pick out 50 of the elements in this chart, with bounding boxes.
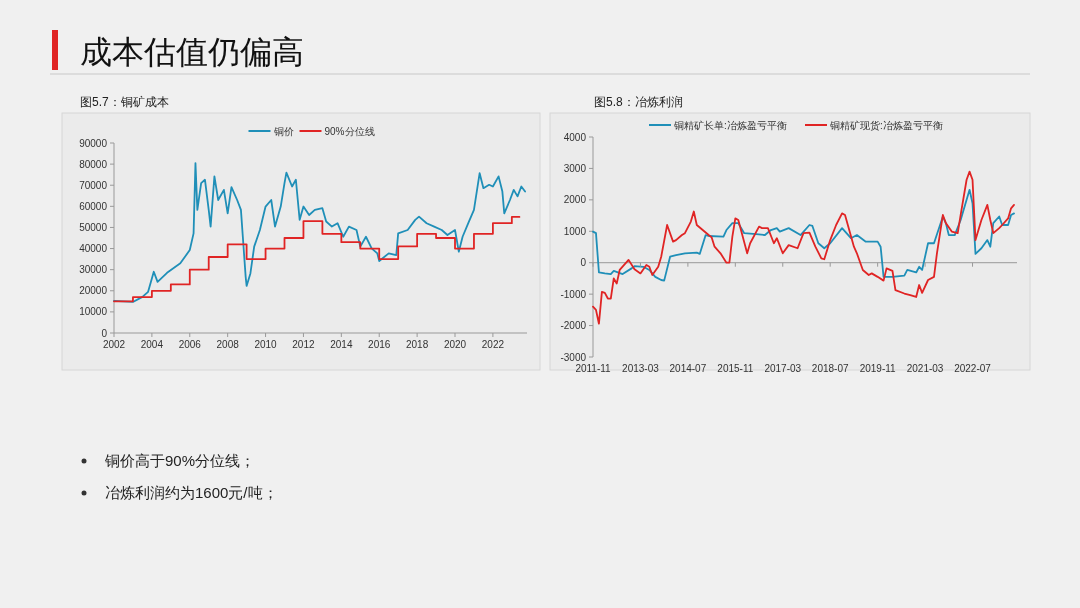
y-tick-label: 1000 <box>563 225 587 237</box>
y-tick-label: 0 <box>101 327 108 339</box>
x-tick-label: 2006 <box>178 339 202 350</box>
chart-title: 图5.7：铜矿成本 <box>80 95 169 109</box>
line-series <box>592 188 1015 282</box>
y-tick-label: 90000 <box>79 137 108 149</box>
y-tick-label: 20000 <box>79 285 108 297</box>
y-tick-label: -3000 <box>560 351 587 363</box>
x-tick-label: 2018 <box>405 339 429 350</box>
x-tick-label: 2021-03 <box>906 363 944 374</box>
x-tick-label: 2016 <box>368 339 391 350</box>
text: 成本估值仍偏高 <box>80 34 304 70</box>
x-tick-label: 2020 <box>443 339 467 350</box>
x-tick-label: 2012 <box>292 339 316 350</box>
x-tick-label: 2013-03 <box>622 363 660 374</box>
y-tick-label: 4000 <box>563 131 587 143</box>
legend-label: 铜价 <box>272 126 294 137</box>
y-tick-label: 30000 <box>79 264 108 276</box>
x-tick-label: 2019-11 <box>859 363 897 374</box>
x-tick-label: 2014 <box>330 339 353 350</box>
y-tick-label: 2000 <box>563 194 587 206</box>
x-tick-label: 2010 <box>254 339 278 350</box>
legend-label: 90%分位线 <box>324 126 375 137</box>
x-tick-label: 2002 <box>102 339 126 350</box>
y-tick-label: 0 <box>580 257 587 269</box>
y-tick-label: 60000 <box>79 200 108 212</box>
chart-title: 图5.8：冶炼利润 <box>594 95 683 109</box>
x-tick-label: 2014-07 <box>669 363 707 374</box>
x-tick-label: 2018-07 <box>811 363 849 374</box>
y-tick-label: -2000 <box>560 320 587 332</box>
text: 冶炼利润约为1600元/吨； <box>105 484 278 501</box>
x-tick-label: 2004 <box>140 339 164 350</box>
line-series <box>113 162 527 303</box>
x-tick-label: 2022-07 <box>954 363 992 374</box>
y-tick-label: 40000 <box>79 243 108 255</box>
y-tick-label: 50000 <box>79 221 108 233</box>
y-tick-label: 70000 <box>79 179 108 191</box>
legend-label: 铜精矿长单:冶炼盈亏平衡 <box>673 120 787 131</box>
x-tick-label: 2008 <box>216 339 240 350</box>
y-tick-label: -1000 <box>560 288 587 300</box>
text: 铜价高于90%分位线； <box>104 452 256 469</box>
y-tick-label: 10000 <box>79 306 108 318</box>
x-tick-label: 2022 <box>481 339 505 350</box>
y-tick-label: 80000 <box>79 158 108 170</box>
x-tick-label: 2017-03 <box>764 363 802 374</box>
line-series <box>592 170 1015 325</box>
y-tick-label: 3000 <box>563 162 587 174</box>
x-tick-label: 2015-11 <box>717 363 754 374</box>
legend-label: 铜精矿现货:冶炼盈亏平衡 <box>829 120 943 131</box>
x-tick-label: 2011-11 <box>575 363 612 374</box>
